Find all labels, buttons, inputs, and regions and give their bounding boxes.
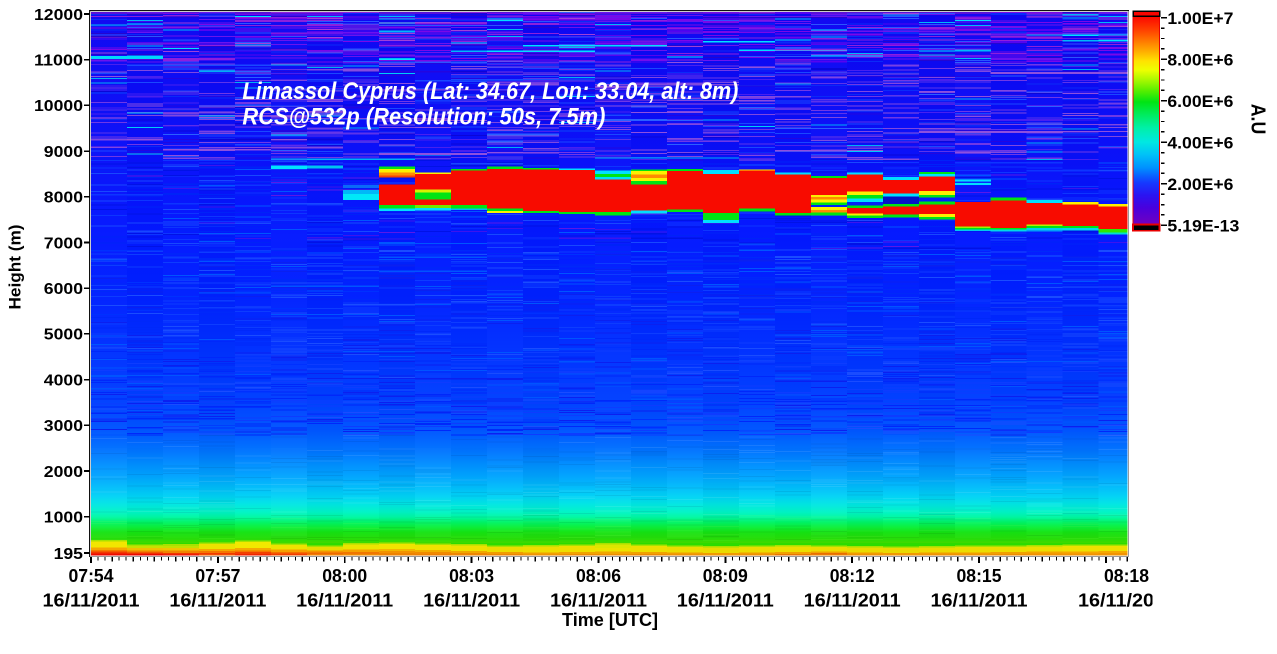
svg-text:6.00E+6: 6.00E+6 (1167, 92, 1233, 111)
svg-text:7000: 7000 (44, 235, 83, 252)
svg-text:07:57: 07:57 (195, 566, 240, 586)
svg-text:1.00E+7: 1.00E+7 (1167, 9, 1233, 28)
svg-text:5000: 5000 (44, 327, 83, 344)
svg-text:2000: 2000 (44, 464, 83, 481)
svg-text:16/11/2011: 16/11/2011 (550, 590, 647, 610)
svg-text:07:54: 07:54 (69, 566, 114, 586)
svg-text:11000: 11000 (34, 53, 83, 70)
svg-text:3000: 3000 (44, 418, 83, 435)
svg-text:16/11/2011: 16/11/2011 (296, 590, 393, 610)
svg-text:Time [UTC]: Time [UTC] (562, 610, 658, 630)
svg-text:RCS@532p (Resolution: 50s, 7.5: RCS@532p (Resolution: 50s, 7.5m) (242, 104, 605, 131)
svg-text:8.00E+6: 8.00E+6 (1167, 50, 1233, 69)
svg-text:08:18: 08:18 (1104, 566, 1149, 586)
svg-text:16/11/2011: 16/11/2011 (1078, 590, 1175, 610)
svg-text:195: 195 (54, 546, 84, 563)
svg-text:08:06: 08:06 (576, 566, 621, 586)
svg-text:4.00E+6: 4.00E+6 (1167, 133, 1233, 152)
svg-text:16/11/2011: 16/11/2011 (804, 590, 901, 610)
svg-text:2.00E+6: 2.00E+6 (1167, 175, 1233, 194)
svg-text:08:15: 08:15 (957, 566, 1002, 586)
svg-text:12000: 12000 (34, 7, 83, 24)
svg-text:5.19E-13: 5.19E-13 (1167, 216, 1239, 235)
svg-text:10000: 10000 (34, 98, 83, 115)
svg-text:16/11/2011: 16/11/2011 (169, 590, 266, 610)
svg-text:16/11/2011: 16/11/2011 (423, 590, 520, 610)
svg-text:8000: 8000 (44, 190, 83, 207)
svg-text:4000: 4000 (44, 372, 83, 389)
svg-text:16/11/2011: 16/11/2011 (931, 590, 1028, 610)
svg-text:16/11/2011: 16/11/2011 (677, 590, 774, 610)
svg-text:Height (m): Height (m) (6, 225, 25, 310)
svg-text:16/11/2011: 16/11/2011 (43, 590, 140, 610)
svg-text:9000: 9000 (44, 144, 83, 161)
svg-text:6000: 6000 (44, 281, 83, 298)
svg-text:08:00: 08:00 (322, 566, 367, 586)
svg-text:08:12: 08:12 (830, 566, 875, 586)
svg-text:08:09: 08:09 (703, 566, 748, 586)
svg-text:Limassol Cyprus (Lat: 34.67, L: Limassol Cyprus (Lat: 34.67, Lon: 33.04,… (242, 78, 738, 105)
svg-text:A.U: A.U (1247, 104, 1269, 135)
svg-text:1000: 1000 (44, 510, 83, 527)
svg-text:08:03: 08:03 (449, 566, 494, 586)
